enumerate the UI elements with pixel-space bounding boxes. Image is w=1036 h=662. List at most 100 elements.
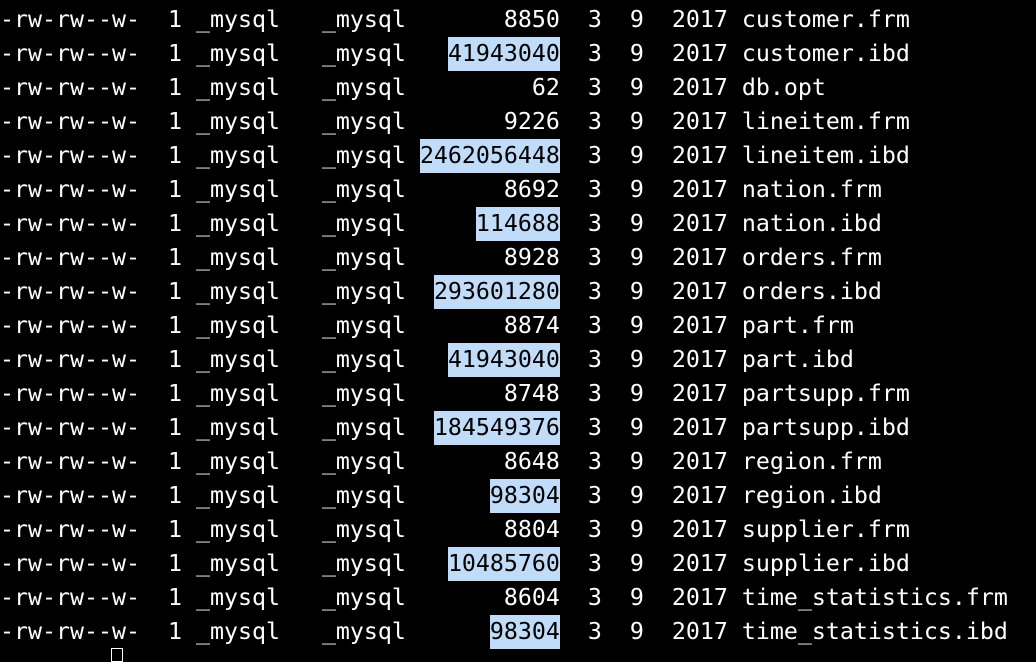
group: _mysql xyxy=(321,618,406,645)
owner: _mysql xyxy=(195,516,280,543)
permissions: -rw-rw--w- xyxy=(0,312,140,339)
year: 2017 xyxy=(671,550,728,577)
month: 3 xyxy=(587,278,602,305)
file-row: -rw-rw--w- 1 _mysql _mysql 3 9 2017 supplier.fr… xyxy=(0,513,1036,547)
file-size: 8692 xyxy=(503,176,560,203)
month: 3 xyxy=(587,210,602,237)
day: 9 xyxy=(629,482,644,509)
file-row: -rw-rw--w- 1 _mysql _mysql 3 9 2017 part.frm 887… xyxy=(0,309,1036,343)
year: 2017 xyxy=(671,244,728,271)
file-size: 8748 xyxy=(503,380,560,407)
file-row: -rw-rw--w- 1 _mysql _mysql 3 9 2017 partsupp.fr… xyxy=(0,377,1036,411)
year: 2017 xyxy=(671,176,728,203)
file-name: customer.frm xyxy=(741,6,910,33)
permissions: -rw-rw--w- xyxy=(0,346,140,373)
owner: _mysql xyxy=(195,210,280,237)
day: 9 xyxy=(629,584,644,611)
permissions: -rw-rw--w- xyxy=(0,40,140,67)
group: _mysql xyxy=(321,210,406,237)
year: 2017 xyxy=(671,312,728,339)
year: 2017 xyxy=(671,618,728,645)
file-row: -rw-rw--w- 1 _mysql _mysql 3 9 2017 lineitem.fr… xyxy=(0,105,1036,139)
link-count: 1 xyxy=(167,108,182,135)
file-row: -rw-rw--w- 1 _mysql _mysql 3 9 2017 part.ibd 419… xyxy=(0,343,1036,377)
owner: _mysql xyxy=(195,74,280,101)
day: 9 xyxy=(629,618,644,645)
group: _mysql xyxy=(321,516,406,543)
file-name: supplier.ibd xyxy=(741,550,910,577)
file-row: -rw-rw--w- 1 _mysql _mysql 3 9 2017 nation.frm 8… xyxy=(0,173,1036,207)
file-size: 62 xyxy=(531,74,560,101)
group: _mysql xyxy=(321,414,406,441)
owner: _mysql xyxy=(195,142,280,169)
link-count: 1 xyxy=(167,40,182,67)
day: 9 xyxy=(629,380,644,407)
permissions: -rw-rw--w- xyxy=(0,584,140,611)
file-size-highlighted: 98304 xyxy=(489,479,560,513)
day: 9 xyxy=(629,40,644,67)
file-size: 8874 xyxy=(503,312,560,339)
group: _mysql xyxy=(321,550,406,577)
permissions: -rw-rw--w- xyxy=(0,108,140,135)
day: 9 xyxy=(629,312,644,339)
day: 9 xyxy=(629,448,644,475)
file-size-highlighted: 41943040 xyxy=(447,37,560,71)
file-size: 9226 xyxy=(503,108,560,135)
year: 2017 xyxy=(671,516,728,543)
file-size-highlighted: 2462056448 xyxy=(419,139,560,173)
year: 2017 xyxy=(671,448,728,475)
group: _mysql xyxy=(321,176,406,203)
owner: _mysql xyxy=(195,380,280,407)
file-name: supplier.frm xyxy=(741,516,910,543)
year: 2017 xyxy=(671,414,728,441)
day: 9 xyxy=(629,516,644,543)
month: 3 xyxy=(587,108,602,135)
day: 9 xyxy=(629,346,644,373)
link-count: 1 xyxy=(167,312,182,339)
owner: _mysql xyxy=(195,448,280,475)
permissions: -rw-rw--w- xyxy=(0,74,140,101)
group: _mysql xyxy=(321,448,406,475)
file-size-highlighted: 114688 xyxy=(475,207,560,241)
file-row: -rw-rw--w- 1 _mysql _mysql 3 9 2017 orders.frm 8… xyxy=(0,241,1036,275)
permissions: -rw-rw--w- xyxy=(0,176,140,203)
link-count: 1 xyxy=(167,516,182,543)
file-name: customer.ibd xyxy=(741,40,910,67)
link-count: 1 xyxy=(167,210,182,237)
file-name: region.frm xyxy=(741,448,882,475)
day: 9 xyxy=(629,6,644,33)
file-name: lineitem.frm xyxy=(741,108,910,135)
day: 9 xyxy=(629,550,644,577)
file-size: 8804 xyxy=(503,516,560,543)
month: 3 xyxy=(587,74,602,101)
link-count: 1 xyxy=(167,176,182,203)
day: 9 xyxy=(629,142,644,169)
group: _mysql xyxy=(321,108,406,135)
owner: _mysql xyxy=(195,346,280,373)
month: 3 xyxy=(587,414,602,441)
group: _mysql xyxy=(321,244,406,271)
file-row: -rw-rw--w- 1 _mysql _mysql 3 9 2017 supplier.ib… xyxy=(0,547,1036,581)
file-name: nation.frm xyxy=(741,176,882,203)
link-count: 1 xyxy=(167,618,182,645)
owner: _mysql xyxy=(195,176,280,203)
owner: _mysql xyxy=(195,550,280,577)
terminal-cursor xyxy=(111,648,123,662)
year: 2017 xyxy=(671,346,728,373)
file-size-highlighted: 41943040 xyxy=(447,343,560,377)
file-name: time_statistics.ibd xyxy=(741,618,1008,645)
permissions: -rw-rw--w- xyxy=(0,210,140,237)
link-count: 1 xyxy=(167,278,182,305)
file-size: 8604 xyxy=(503,584,560,611)
file-row: -rw-rw--w- 1 _mysql _mysql 3 9 2017 region.frm 8… xyxy=(0,445,1036,479)
file-name: part.ibd xyxy=(741,346,854,373)
file-row: -rw-rw--w- 1 _mysql _mysql 3 9 2017 customer.ib… xyxy=(0,37,1036,71)
permissions: -rw-rw--w- xyxy=(0,414,140,441)
year: 2017 xyxy=(671,380,728,407)
month: 3 xyxy=(587,516,602,543)
file-name: partsupp.ibd xyxy=(741,414,910,441)
day: 9 xyxy=(629,414,644,441)
day: 9 xyxy=(629,210,644,237)
permissions: -rw-rw--w- xyxy=(0,142,140,169)
month: 3 xyxy=(587,142,602,169)
